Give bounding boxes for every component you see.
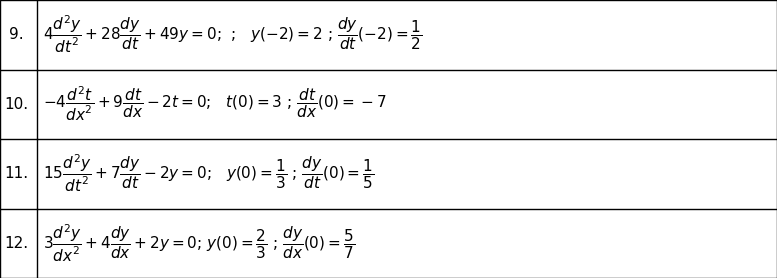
Text: $-4\dfrac{d^2t}{dx^2} + 9\dfrac{dt}{dx} - 2t = 0$;   $t(0) = 3$ ; $\dfrac{dt}{dx: $-4\dfrac{d^2t}{dx^2} + 9\dfrac{dt}{dx} …: [43, 85, 386, 123]
Text: 10.: 10.: [5, 97, 29, 112]
Text: 12.: 12.: [5, 236, 29, 251]
Text: 9.: 9.: [9, 27, 24, 42]
Text: $15\dfrac{d^2y}{dt^2} + 7\dfrac{dy}{dt} - 2y = 0$;   $y(0) = \dfrac{1}{3}$ ; $\d: $15\dfrac{d^2y}{dt^2} + 7\dfrac{dy}{dt} …: [43, 153, 375, 194]
Text: 11.: 11.: [5, 166, 29, 181]
Text: $3\dfrac{d^2y}{dx^2} + 4\dfrac{dy}{dx} + 2y = 0$; $y(0) = \dfrac{2}{3}$ ; $\dfra: $3\dfrac{d^2y}{dx^2} + 4\dfrac{dy}{dx} +…: [43, 223, 355, 264]
Text: $4\dfrac{d^2y}{dt^2} + 28\dfrac{dy}{dt} + 49y = 0$;  ;   $y(-2) = 2$ ; $\dfrac{d: $4\dfrac{d^2y}{dt^2} + 28\dfrac{dy}{dt} …: [43, 14, 423, 55]
